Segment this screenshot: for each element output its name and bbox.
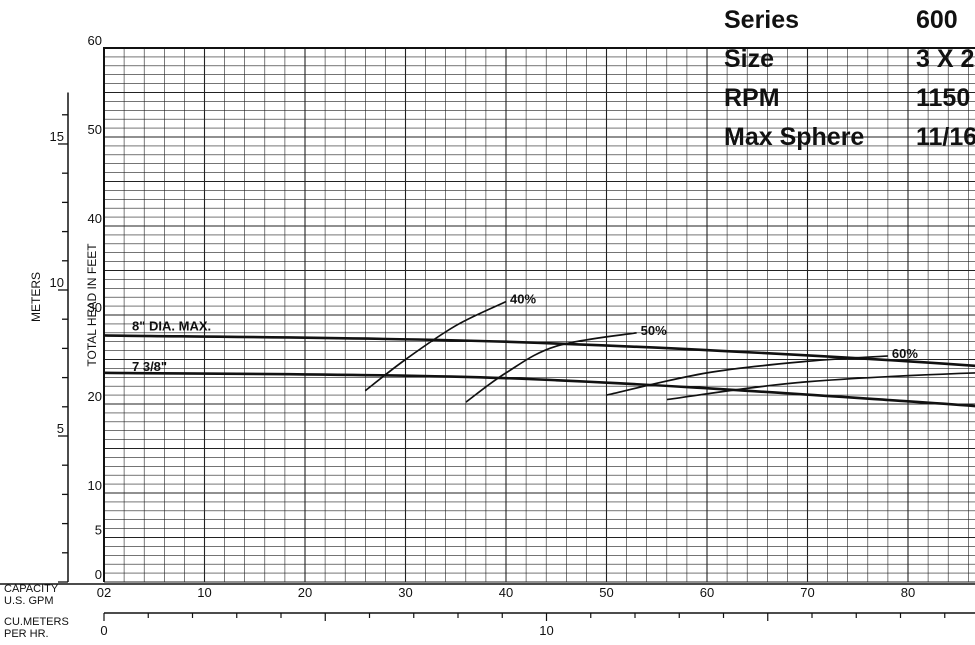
meters-tick-label: 15 [50,129,64,144]
y-tick-label: 5 [95,523,102,538]
y-tick-label: 40 [88,211,102,226]
spec-label-size: Size [724,45,775,73]
performance-curves [103,300,975,408]
efficiency-label: 40% [510,292,536,307]
spec-label-max-sphere: Max Sphere [724,123,865,151]
spec-value-size: 3 X 2 [916,45,975,73]
x-tick-label: 50 [599,585,613,600]
cu-meters-axis-title: PER HR. [4,628,49,640]
x-tick-label: 70 [800,585,814,600]
efficiency-curve [666,372,975,401]
y-tick-label: 20 [88,389,102,404]
capacity-axis-title: U.S. GPM [4,595,54,607]
grid-outline [103,47,975,582]
head-axis-title: TOTAL HEAD IN FEET [85,243,99,367]
efficiency-curve [606,355,888,396]
x-tick-label: 30 [398,585,412,600]
spec-value-series: 600 [916,6,958,34]
axis-scales: 5 10 15 [0,92,975,621]
y-tick-label: 50 [88,122,102,137]
head-curve-label: 8" DIA. MAX. [132,318,211,333]
x-tick-label: 10 [197,585,211,600]
axis-labels: 0510203040506002102030405060708090100110… [4,33,918,640]
cu-meters-axis-title: CU.METERS [4,616,69,628]
efficiency-label: 50% [641,323,667,338]
x-tick-label: 60 [700,585,714,600]
meters-tick-label: 10 [50,275,64,290]
y-tick-label: 60 [88,33,102,48]
efficiency-curve [364,300,507,392]
spec-value-max-sphere: 11/16 [916,123,975,151]
x-tick-label: 20 [298,585,312,600]
capacity-axis-title: CAPACITY [4,583,59,595]
efficiency-curve [465,331,637,403]
cu-meters-tick-label: 0 [100,623,107,638]
x-tick-label: 02 [97,585,111,600]
spec-label-rpm: RPM [724,84,780,112]
spec-label-series: Series [724,6,800,34]
meters-tick-label: 5 [57,421,64,436]
head-curve-1 [103,371,975,408]
x-tick-label: 40 [499,585,513,600]
meters-axis-title: METERS [29,272,43,322]
spec-value-rpm: 1150 [916,84,971,112]
chart-grid [103,47,975,583]
y-tick-label: 30 [88,300,102,315]
head-curve-0 [103,334,975,368]
cu-meters-tick-label: 10 [539,623,553,638]
y-tick-label: 10 [88,478,102,493]
x-tick-label: 80 [901,585,915,600]
efficiency-label: 60% [892,346,918,361]
head-curve-label: 7 3/8" [132,359,167,374]
y-tick-label: 0 [95,567,102,582]
